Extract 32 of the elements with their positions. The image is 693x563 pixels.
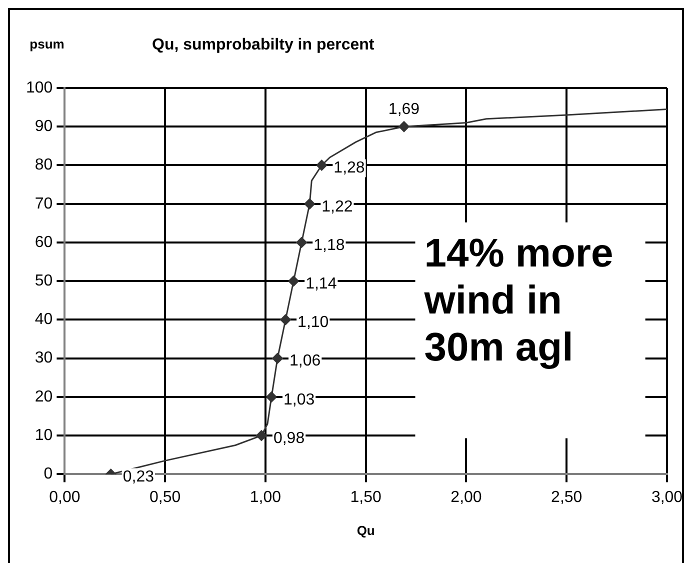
annotation: 0,98: [273, 430, 305, 447]
y-tick-label: 20: [34, 388, 53, 406]
annotation: 1,22: [322, 198, 353, 216]
y-tick-label: 50: [34, 272, 53, 290]
annotation: 1,69: [388, 101, 420, 118]
y-tick-label: 40: [34, 311, 53, 328]
x-tick-label: 1,50: [350, 489, 382, 506]
annotation: 1,18: [314, 236, 345, 254]
annotation: 1,06: [290, 352, 321, 370]
x-tick-label: 0,50: [150, 489, 181, 506]
y-tick-label: 60: [34, 234, 53, 251]
x-axis-title: Qu: [356, 522, 375, 538]
annotation: 14% more wind in 30m agl: [423, 231, 614, 370]
y-tick-label: 90: [34, 118, 53, 136]
annotation: 1,14: [306, 276, 337, 293]
y-tick-label: 100: [26, 79, 53, 96]
x-tick-label: 0,00: [49, 489, 80, 506]
y-axis-title: psum: [30, 36, 64, 52]
y-tick-label: 30: [34, 350, 53, 367]
y-tick-label: 70: [34, 195, 53, 212]
y-tick-label: 10: [34, 426, 53, 444]
x-tick-label: 2,50: [551, 489, 582, 506]
annotation: 1,28: [334, 160, 365, 177]
x-tick-label: 1,00: [250, 489, 282, 506]
chart-title: Qu, sumprobabilty in percent: [152, 36, 375, 54]
y-tick-label: 80: [34, 156, 53, 174]
x-tick-label: 2,00: [450, 489, 482, 506]
y-tick-label: 0: [44, 466, 53, 483]
x-tick-label: 3,00: [651, 489, 683, 506]
annotation: 0,23: [122, 468, 154, 486]
annotation: 1,10: [298, 314, 329, 332]
annotation: 1,03: [283, 391, 315, 408]
